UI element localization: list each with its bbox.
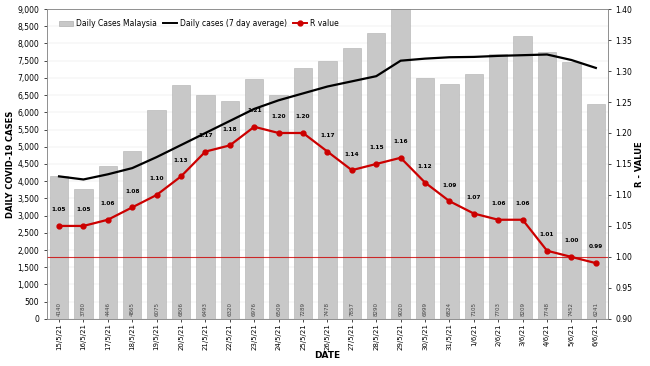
Bar [416,78,434,319]
Bar [391,8,410,319]
Text: 6320: 6320 [227,302,232,316]
Text: 6493: 6493 [203,302,208,316]
Text: 6999: 6999 [422,302,428,316]
Text: 1.05: 1.05 [52,207,66,212]
X-axis label: DATE: DATE [315,351,341,361]
Bar [99,166,117,319]
Bar [343,48,361,319]
Text: 1.12: 1.12 [418,164,432,169]
Legend: Daily Cases Malaysia, Daily cases (7 day average), R value: Daily Cases Malaysia, Daily cases (7 day… [57,16,342,31]
Bar [489,54,508,319]
Text: 6241: 6241 [593,302,599,316]
Bar [123,152,142,319]
Text: 1.16: 1.16 [393,139,408,144]
Text: 7478: 7478 [325,302,330,316]
Text: 1.01: 1.01 [540,232,554,237]
Text: 6509: 6509 [276,302,281,316]
Text: 8209: 8209 [520,302,525,316]
Text: 6976: 6976 [252,302,257,316]
Text: 1.07: 1.07 [467,195,481,200]
Text: 6824: 6824 [447,302,452,316]
Bar [465,74,483,319]
Text: 1.09: 1.09 [442,183,456,187]
Text: 7857: 7857 [349,302,354,316]
Text: 4865: 4865 [130,302,135,316]
Text: 7452: 7452 [569,302,574,316]
Bar [172,85,190,319]
Text: 1.08: 1.08 [125,189,140,194]
Bar [318,61,337,319]
Bar [50,176,68,319]
Text: 1.13: 1.13 [174,158,188,163]
Text: 1.06: 1.06 [491,201,506,206]
Text: 1.17: 1.17 [320,133,335,138]
Text: 1.17: 1.17 [198,133,213,138]
Text: 1.06: 1.06 [101,201,115,206]
Text: 7703: 7703 [496,302,500,316]
Text: 7105: 7105 [471,302,476,316]
Text: 4140: 4140 [57,302,62,316]
Text: 1.10: 1.10 [150,176,164,181]
Text: 1.20: 1.20 [272,114,286,119]
Text: 3780: 3780 [81,302,86,316]
Text: 1.14: 1.14 [344,152,359,157]
Bar [538,52,556,319]
Text: 1.21: 1.21 [247,108,261,113]
Text: 1.06: 1.06 [515,201,530,206]
Text: 9020: 9020 [398,302,403,316]
Text: 1.00: 1.00 [564,238,579,243]
Text: 8290: 8290 [374,302,379,316]
Bar [514,36,532,319]
Text: 1.15: 1.15 [369,145,384,150]
Y-axis label: DAILY COVID-19 CASES: DAILY COVID-19 CASES [6,110,14,218]
Bar [270,95,288,319]
Bar [74,189,92,319]
Text: 1.05: 1.05 [76,207,91,212]
Y-axis label: R - VALUE: R - VALUE [636,141,644,187]
Text: 6075: 6075 [154,302,159,316]
Text: 4446: 4446 [105,302,110,316]
Bar [148,110,166,319]
Text: 1.20: 1.20 [296,114,310,119]
Bar [367,34,385,319]
Text: 6806: 6806 [179,302,183,316]
Bar [440,84,459,319]
Bar [221,101,239,319]
Bar [587,104,605,319]
Text: 7748: 7748 [545,302,549,316]
Bar [562,62,580,319]
Text: 0.99: 0.99 [589,244,603,250]
Bar [196,96,214,319]
Bar [294,68,312,319]
Text: 1.18: 1.18 [222,127,237,132]
Bar [245,79,263,319]
Text: 7289: 7289 [300,302,306,316]
